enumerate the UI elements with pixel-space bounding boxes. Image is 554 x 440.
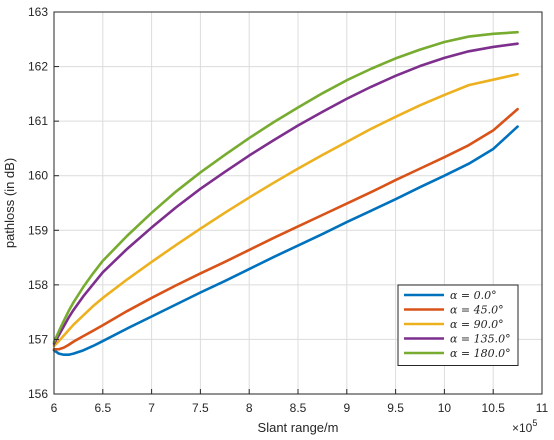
- axis-ticks: 6 6.5 7 7.5 8 8.5 9 9.5 10 10.5 11 156 157 158 159 160 1…: [28, 5, 549, 415]
- series-line-1: [52, 107, 519, 351]
- x-tick-label: 10: [438, 401, 452, 415]
- x-tick-label: 6.5: [94, 401, 111, 415]
- x-axis-exponent-base: ×10: [512, 421, 533, 435]
- x-axis-label: Slant range/m: [258, 420, 339, 435]
- y-axis-label: pathloss (in dB): [2, 158, 17, 248]
- legend-label-0: α = 0.0°: [450, 289, 497, 302]
- x-tick-label: 9: [343, 401, 350, 415]
- legend-label-1: α = 45.0°: [450, 304, 504, 317]
- legend-label-4: α = 180.0°: [450, 347, 511, 360]
- y-tick-label: 157: [28, 332, 48, 346]
- y-tick-label: 163: [28, 5, 48, 19]
- x-tick-label: 6: [51, 401, 58, 415]
- x-tick-label: 7.5: [192, 401, 209, 415]
- legend: α = 0.0° α = 45.0°α = 90.0° α = 135.0°α = …: [397, 284, 519, 366]
- series-line-0: [52, 125, 519, 357]
- x-tick-label: 11: [536, 401, 549, 415]
- x-tick-label: 8: [246, 401, 253, 415]
- y-tick-label: 160: [28, 169, 48, 183]
- y-tick-label: 159: [28, 223, 48, 237]
- x-tick-label: 8.5: [290, 401, 307, 415]
- x-tick-label: 9.5: [387, 401, 404, 415]
- legend-label-2: α = 90.0°: [450, 318, 504, 331]
- series-line-3: [52, 42, 519, 346]
- x-tick-label: 7: [148, 401, 155, 415]
- x-axis-exponent-power: 5: [532, 418, 537, 428]
- y-tick-label: 161: [28, 114, 48, 128]
- series-layer: [52, 30, 519, 357]
- y-tick-label: 158: [28, 278, 48, 292]
- y-tick-label: 156: [28, 387, 48, 401]
- series-line-4: [52, 30, 519, 344]
- x-axis-exponent: ×105: [512, 418, 537, 435]
- y-tick-label: 162: [28, 60, 48, 74]
- x-tick-label: 10.5: [482, 401, 506, 415]
- series-line-2: [52, 72, 519, 348]
- legend-label-3: α = 135.0°: [450, 333, 511, 346]
